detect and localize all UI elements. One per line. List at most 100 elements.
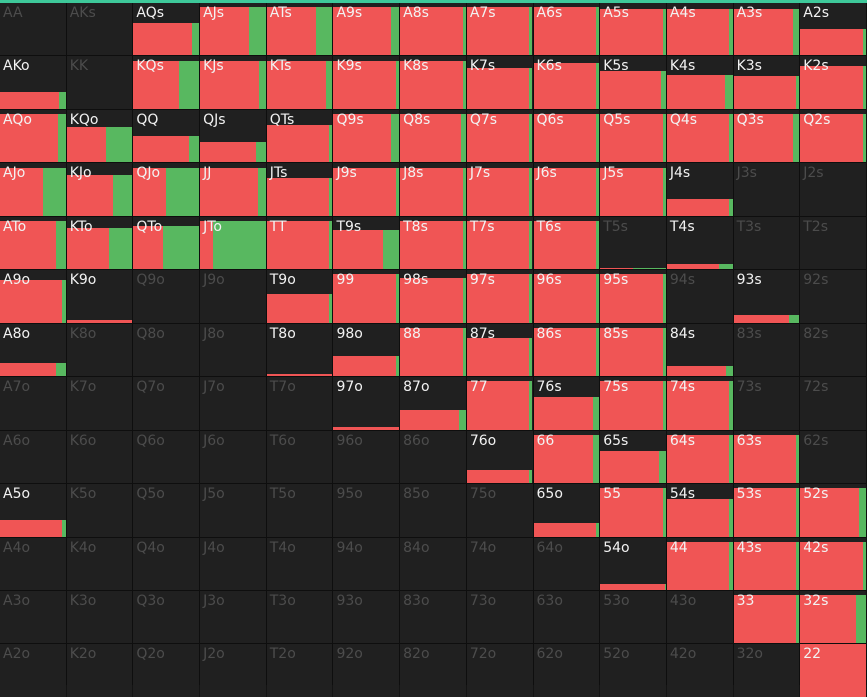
hand-cell-98s[interactable]: 98s [400,270,466,323]
hand-cell-J3o[interactable]: J3o [200,590,266,644]
hand-cell-T4s[interactable]: T4s [666,216,733,270]
hand-cell-Q9o[interactable]: Q9o [133,270,200,323]
hand-cell-A4s[interactable]: A4s [666,3,733,56]
hand-cell-QJo[interactable]: QJo [133,163,200,216]
hand-cell-J2s[interactable]: J2s [800,163,866,216]
hand-cell-KQs[interactable]: KQs [133,56,200,109]
hand-cell-66[interactable]: 66 [533,430,600,484]
hand-cell-AKs[interactable]: AKs [66,3,133,56]
hand-cell-A7o[interactable]: A7o [0,377,66,430]
hand-cell-88[interactable]: 88 [400,323,466,377]
hand-cell-63o[interactable]: 63o [533,590,600,644]
hand-cell-55[interactable]: 55 [600,484,666,537]
hand-cell-93o[interactable]: 93o [333,590,400,644]
hand-cell-K4s[interactable]: K4s [666,56,733,109]
hand-cell-83o[interactable]: 83o [400,590,466,644]
hand-cell-T2s[interactable]: T2s [800,216,866,270]
hand-cell-K3s[interactable]: K3s [733,56,800,109]
hand-cell-A9o[interactable]: A9o [0,270,66,323]
hand-cell-K6s[interactable]: K6s [533,56,600,109]
hand-cell-A3s[interactable]: A3s [733,3,800,56]
hand-cell-97o[interactable]: 97o [333,377,400,430]
hand-cell-JTo[interactable]: JTo [200,216,266,270]
hand-cell-Q2s[interactable]: Q2s [800,109,866,163]
hand-cell-65o[interactable]: 65o [533,484,600,537]
hand-cell-AKo[interactable]: AKo [0,56,66,109]
hand-cell-42o[interactable]: 42o [666,644,733,697]
hand-cell-T3s[interactable]: T3s [733,216,800,270]
hand-cell-82s[interactable]: 82s [800,323,866,377]
hand-cell-A8s[interactable]: A8s [400,3,466,56]
hand-cell-76o[interactable]: 76o [466,430,533,484]
hand-cell-75o[interactable]: 75o [466,484,533,537]
hand-cell-J6s[interactable]: J6s [533,163,600,216]
hand-cell-J7o[interactable]: J7o [200,377,266,430]
hand-cell-43o[interactable]: 43o [666,590,733,644]
hand-cell-75s[interactable]: 75s [600,377,666,430]
hand-cell-JTs[interactable]: JTs [266,163,333,216]
hand-cell-92o[interactable]: 92o [333,644,400,697]
hand-cell-K3o[interactable]: K3o [66,590,133,644]
hand-cell-T5s[interactable]: T5s [600,216,666,270]
hand-cell-A9s[interactable]: A9s [333,3,400,56]
hand-cell-K9o[interactable]: K9o [66,270,133,323]
hand-cell-A2s[interactable]: A2s [800,3,866,56]
hand-cell-K9s[interactable]: K9s [333,56,400,109]
hand-cell-86o[interactable]: 86o [400,430,466,484]
hand-cell-92s[interactable]: 92s [800,270,866,323]
hand-cell-QTo[interactable]: QTo [133,216,200,270]
hand-cell-AJo[interactable]: AJo [0,163,66,216]
hand-cell-KTo[interactable]: KTo [66,216,133,270]
hand-cell-JJ[interactable]: JJ [200,163,266,216]
hand-cell-86s[interactable]: 86s [533,323,600,377]
hand-cell-64s[interactable]: 64s [666,430,733,484]
hand-cell-74o[interactable]: 74o [466,537,533,590]
hand-cell-KK[interactable]: KK [66,56,133,109]
hand-cell-J2o[interactable]: J2o [200,644,266,697]
hand-cell-53o[interactable]: 53o [600,590,666,644]
hand-cell-Q6o[interactable]: Q6o [133,430,200,484]
hand-cell-85o[interactable]: 85o [400,484,466,537]
hand-cell-A5s[interactable]: A5s [600,3,666,56]
hand-cell-T9s[interactable]: T9s [333,216,400,270]
hand-cell-KTs[interactable]: KTs [266,56,333,109]
hand-cell-K8s[interactable]: K8s [400,56,466,109]
hand-cell-Q8s[interactable]: Q8s [400,109,466,163]
hand-cell-82o[interactable]: 82o [400,644,466,697]
hand-cell-94o[interactable]: 94o [333,537,400,590]
hand-cell-32s[interactable]: 32s [800,590,866,644]
hand-cell-Q5s[interactable]: Q5s [600,109,666,163]
hand-cell-Q7o[interactable]: Q7o [133,377,200,430]
hand-cell-T9o[interactable]: T9o [266,270,333,323]
hand-cell-KJo[interactable]: KJo [66,163,133,216]
hand-cell-A4o[interactable]: A4o [0,537,66,590]
hand-cell-T3o[interactable]: T3o [266,590,333,644]
hand-cell-A6o[interactable]: A6o [0,430,66,484]
hand-cell-84s[interactable]: 84s [666,323,733,377]
hand-cell-62s[interactable]: 62s [800,430,866,484]
hand-cell-J8s[interactable]: J8s [400,163,466,216]
hand-cell-76s[interactable]: 76s [533,377,600,430]
hand-cell-K2s[interactable]: K2s [800,56,866,109]
hand-cell-J6o[interactable]: J6o [200,430,266,484]
hand-cell-TT[interactable]: TT [266,216,333,270]
hand-cell-54o[interactable]: 54o [600,537,666,590]
hand-cell-52o[interactable]: 52o [600,644,666,697]
hand-cell-A3o[interactable]: A3o [0,590,66,644]
hand-cell-Q7s[interactable]: Q7s [466,109,533,163]
hand-cell-Q3o[interactable]: Q3o [133,590,200,644]
hand-cell-72o[interactable]: 72o [466,644,533,697]
hand-cell-94s[interactable]: 94s [666,270,733,323]
hand-cell-72s[interactable]: 72s [800,377,866,430]
hand-cell-65s[interactable]: 65s [600,430,666,484]
hand-cell-K7s[interactable]: K7s [466,56,533,109]
hand-cell-J4s[interactable]: J4s [666,163,733,216]
hand-cell-K5s[interactable]: K5s [600,56,666,109]
hand-cell-QQ[interactable]: QQ [133,109,200,163]
hand-cell-42s[interactable]: 42s [800,537,866,590]
hand-cell-T7o[interactable]: T7o [266,377,333,430]
hand-cell-52s[interactable]: 52s [800,484,866,537]
hand-cell-95s[interactable]: 95s [600,270,666,323]
hand-cell-95o[interactable]: 95o [333,484,400,537]
hand-cell-T6s[interactable]: T6s [533,216,600,270]
